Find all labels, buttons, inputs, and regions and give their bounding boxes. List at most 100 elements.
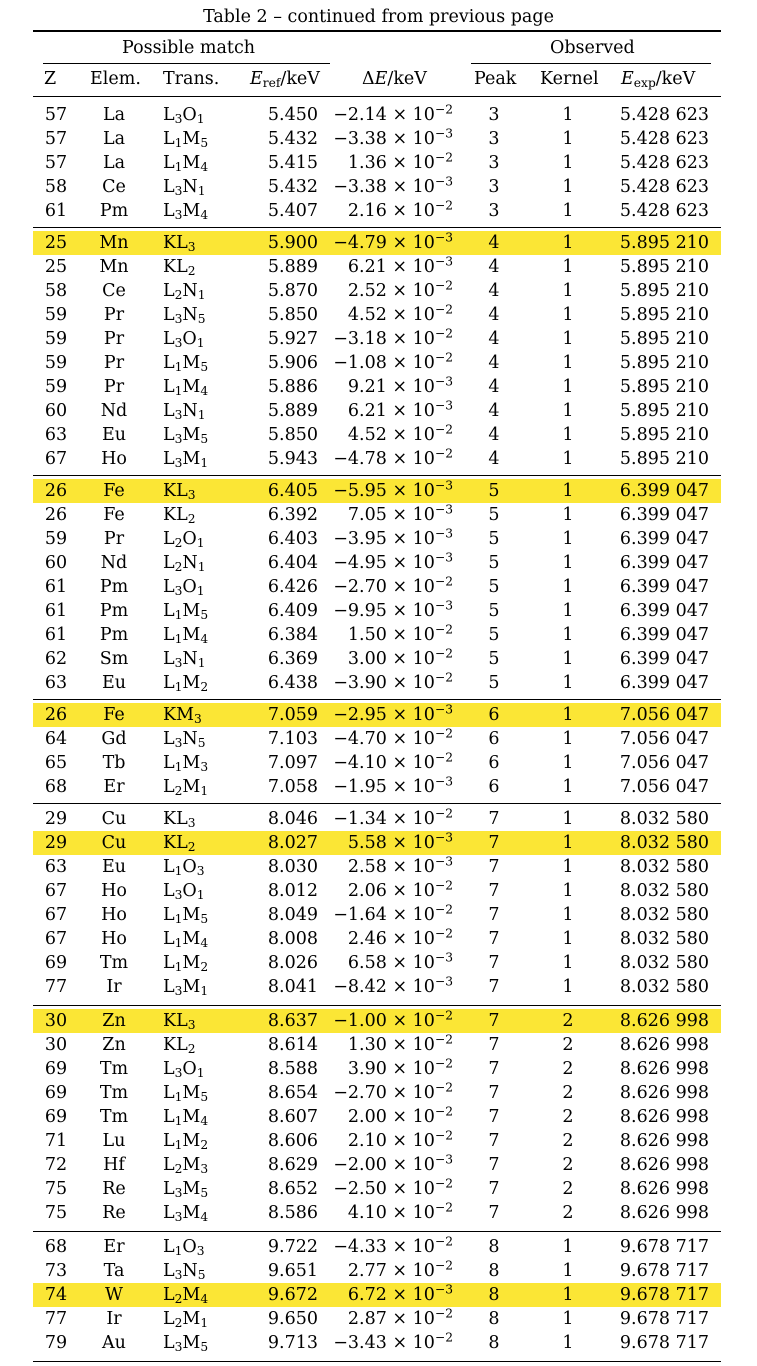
- cell-transition: L3O1: [163, 104, 205, 126]
- transition-shell-2: O: [182, 577, 197, 597]
- cell-e-exp: 9.678 717: [619, 1237, 709, 1257]
- table-row: 61 Pm L3O1 6.426 −2.70 × 10−2 5 1 6.399 047: [33, 575, 721, 599]
- cell-kernel: 1: [562, 809, 574, 829]
- transition-shell-1: L: [163, 1333, 175, 1353]
- group-separator: [33, 475, 721, 476]
- cell-e-ref: 8.027: [267, 833, 318, 853]
- transition-shell-2: M: [182, 425, 201, 445]
- cell-e-ref: 9.722: [267, 1237, 318, 1257]
- delta-e-exponent: −3: [434, 502, 453, 517]
- transition-subshell-1: 3: [174, 336, 183, 351]
- cell-e-ref: 6.426: [267, 577, 318, 597]
- cell-e-exp: 6.399 047: [619, 505, 709, 525]
- transition-shell-1: L: [163, 425, 175, 445]
- cell-transition: L2N1: [163, 280, 206, 302]
- transition-shell-2: O: [182, 1059, 197, 1079]
- delta-e-exponent: −3: [434, 254, 453, 269]
- transition-shell-2: M: [182, 929, 201, 949]
- cell-element: Nd: [100, 401, 128, 421]
- cell-peak: 5: [488, 601, 500, 621]
- cell-e-exp: 8.626 998: [619, 1131, 709, 1151]
- cell-peak: 5: [488, 505, 500, 525]
- cell-peak: 7: [488, 881, 500, 901]
- transition-shell-2: M: [182, 625, 201, 645]
- cell-transition: L1M2: [163, 672, 208, 694]
- transition-shell-1: L: [163, 449, 175, 469]
- transition-subshell-2: 1: [197, 560, 206, 575]
- cell-z: 69: [44, 1083, 68, 1103]
- table-row: 26 Fe KL3 6.405 −5.95 × 10−3 5 1 6.399 047: [33, 479, 721, 503]
- transition-subshell-2: 2: [200, 960, 209, 975]
- cell-element: Ir: [106, 1309, 122, 1329]
- table-row: 57 La L1M5 5.432 −3.38 × 10−3 3 1 5.428 623: [33, 127, 721, 151]
- cell-e-ref: 8.046: [267, 809, 318, 829]
- cell-transition: KL2: [163, 832, 196, 854]
- cell-peak: 7: [488, 1155, 500, 1175]
- transition-subshell-1: 3: [174, 456, 183, 471]
- cell-peak: 7: [488, 905, 500, 925]
- cell-e-ref: 5.850: [267, 305, 318, 325]
- transition-subshell-1: 2: [174, 1162, 183, 1177]
- transition-shell-2: O: [182, 529, 197, 549]
- table-row: 69 Tm L1M5 8.654 −2.70 × 10−2 7 2 8.626 998: [33, 1081, 721, 1105]
- cell-kernel: 1: [562, 929, 574, 949]
- cell-e-ref: 8.588: [267, 1059, 318, 1079]
- cell-delta-e: 2.46 × 10−2: [348, 927, 453, 950]
- cell-delta-e: 2.00 × 10−2: [348, 1105, 453, 1128]
- cell-delta-e: −3.90 × 10−2: [333, 671, 453, 694]
- cell-element: La: [102, 129, 126, 149]
- table-row: 25 Mn KL2 5.889 6.21 × 10−3 4 1 5.895 210: [33, 255, 721, 279]
- cell-delta-e: 1.36 × 10−2: [348, 151, 453, 174]
- delta-e-exponent: −2: [434, 1176, 453, 1191]
- cell-transition: L3N1: [163, 648, 206, 670]
- transition-subshell-2: 5: [200, 912, 209, 927]
- delta-e-mantissa: 2.77 × 10: [347, 1261, 435, 1281]
- cell-z: 60: [44, 553, 68, 573]
- transition-shell-1: L: [163, 305, 175, 325]
- delta-e-mantissa: −3.38 × 10: [333, 129, 435, 149]
- cell-e-ref: 5.450: [267, 105, 318, 125]
- transition-subshell-2: 4: [200, 1210, 209, 1225]
- transition-subshell-2: 4: [200, 1292, 209, 1307]
- transition-shell-2: M: [182, 1155, 201, 1175]
- delta-e-mantissa: 1.30 × 10: [347, 1035, 435, 1055]
- transition-subshell-1: 2: [174, 1316, 183, 1331]
- transition-subshell-2: 2: [200, 1138, 209, 1153]
- transition-shell-2: M: [182, 601, 201, 621]
- transition-shell-1: L: [163, 1237, 175, 1257]
- cell-transition: L1M4: [163, 928, 208, 950]
- delta-e-exponent: −3: [434, 374, 453, 389]
- cell-element: W: [105, 1285, 123, 1305]
- transition-shell-1: L: [163, 673, 175, 693]
- cell-transition: L2M3: [163, 1154, 208, 1176]
- cell-e-ref: 5.927: [267, 329, 318, 349]
- cell-delta-e: 2.87 × 10−2: [348, 1307, 453, 1330]
- cell-e-ref: 6.409: [267, 601, 318, 621]
- cell-z: 59: [44, 353, 68, 373]
- cell-delta-e: −4.95 × 10−3: [333, 551, 453, 574]
- cell-delta-e: −2.70 × 10−2: [333, 575, 453, 598]
- delta-e-mantissa: −1.95 × 10: [333, 777, 435, 797]
- cell-e-exp: 8.626 998: [619, 1083, 709, 1103]
- cell-transition: L3O1: [163, 880, 205, 902]
- cell-transition: L3M1: [163, 976, 208, 998]
- transition-shell-2: M: [182, 977, 201, 997]
- cell-e-ref: 6.404: [267, 553, 318, 573]
- transition-shell-1: L: [163, 1261, 175, 1281]
- table-row: 57 La L3O1 5.450 −2.14 × 10−2 3 1 5.428 623: [33, 103, 721, 127]
- transition-subshell-1: 1: [174, 360, 183, 375]
- transition-subshell-2: 5: [200, 136, 209, 151]
- delta-e-mantissa: 6.21 × 10: [347, 257, 435, 277]
- transition-subshell-2: 3: [194, 712, 202, 727]
- cell-transition: KL2: [163, 1034, 196, 1056]
- cell-peak: 4: [488, 329, 500, 349]
- delta-e-exponent: −2: [434, 1080, 453, 1095]
- delta-e-mantissa: 2.52 × 10: [347, 281, 435, 301]
- cell-transition: KL3: [163, 232, 196, 254]
- cell-delta-e: −3.18 × 10−2: [333, 327, 453, 350]
- delta-e-mantissa: 4.52 × 10: [347, 305, 435, 325]
- cell-e-exp: 5.895 210: [619, 257, 709, 277]
- header-delta-e: ΔE/keV: [362, 69, 427, 89]
- cell-e-ref: 7.103: [267, 729, 318, 749]
- cell-transition: L1M5: [163, 128, 208, 150]
